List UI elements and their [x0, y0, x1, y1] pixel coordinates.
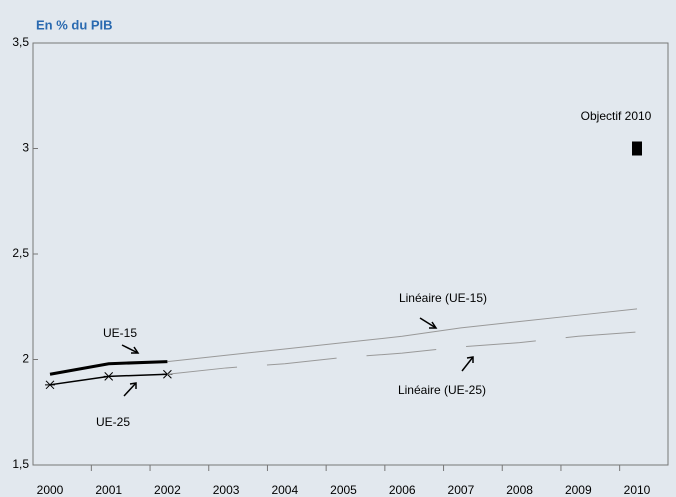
x-tick-label: 2000 [37, 483, 64, 497]
annotation: Linéaire (UE-15) [399, 291, 487, 305]
x-tick-label: 2005 [330, 483, 357, 497]
x-tick-label: 2009 [565, 483, 592, 497]
point-marker [632, 141, 642, 156]
x-tick-label: 2007 [448, 483, 475, 497]
x-tick-label: 2002 [154, 483, 181, 497]
chart-title: En % du PIB [36, 17, 113, 32]
x-tick-label: 2010 [624, 483, 651, 497]
arrows [121, 317, 474, 397]
series-line [167, 331, 638, 375]
annotation: Objectif 2010 [581, 109, 652, 123]
x-tick-label: 2006 [389, 483, 416, 497]
y-tick-label: 2 [22, 352, 29, 366]
y-tick-label: 3 [22, 141, 29, 155]
x-tick-label: 2001 [95, 483, 122, 497]
annotation: UE-15 [103, 326, 137, 340]
series-line [167, 308, 638, 363]
annotation: UE-25 [96, 415, 130, 429]
y-tick-label: 2,5 [12, 246, 29, 260]
annotation: Linéaire (UE-25) [398, 383, 486, 397]
series-line [49, 360, 168, 376]
point-marker [45, 380, 55, 390]
x-tick-label: 2008 [506, 483, 533, 497]
y-tick-label: 3,5 [12, 35, 29, 49]
y-tick-label: 1,5 [12, 457, 29, 471]
x-tick-label: 2003 [213, 483, 240, 497]
point-marker [103, 372, 114, 381]
x-tick-label: 2004 [271, 483, 298, 497]
